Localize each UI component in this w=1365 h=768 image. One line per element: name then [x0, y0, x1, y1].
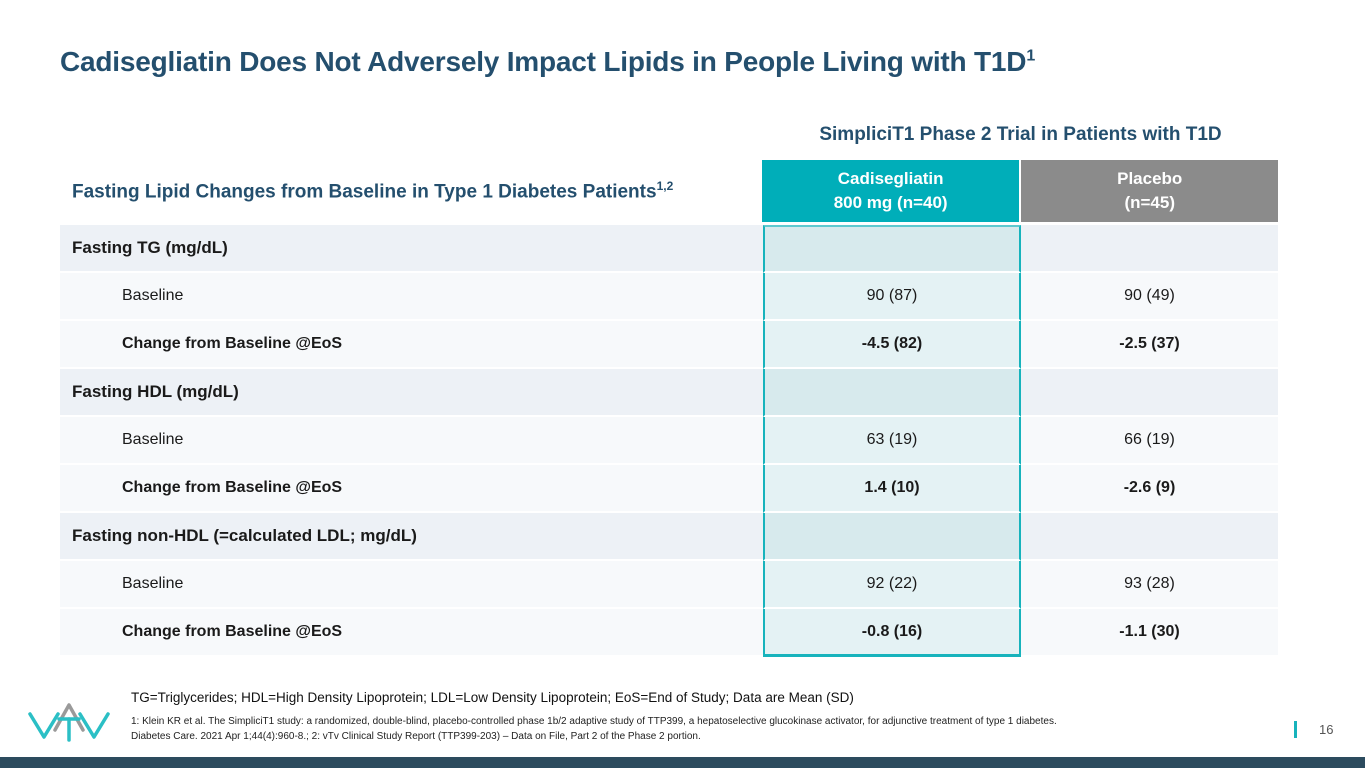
placebo-cell	[1021, 225, 1278, 273]
cadisegliatin-cell: 92 (22)	[763, 561, 1021, 609]
table-row-nonhdl-baseline: Baseline 92 (22) 93 (28)	[60, 561, 1278, 609]
row-label-cell: Change from Baseline @EoS	[60, 321, 763, 369]
cadisegliatin-cell	[763, 369, 1021, 417]
placebo-column-header: Placebo (n=45)	[1021, 160, 1279, 222]
table-row-nonhdl-change: Change from Baseline @EoS -0.8 (16) -1.1…	[60, 609, 1278, 657]
placebo-cell: -2.6 (9)	[1021, 465, 1278, 513]
cadisegliatin-cell: 63 (19)	[763, 417, 1021, 465]
cadisegliatin-cell: 90 (87)	[763, 273, 1021, 321]
table-header-label-superscript: 1,2	[656, 178, 674, 193]
table-row-fasting-nonhdl: Fasting non-HDL (=calculated LDL; mg/dL)	[60, 513, 1278, 561]
row-label-cell: Fasting non-HDL (=calculated LDL; mg/dL)	[60, 513, 763, 561]
placebo-cell: 93 (28)	[1021, 561, 1278, 609]
reference-line-2: Diabetes Care. 2021 Apr 1;44(4):960-8.; …	[131, 731, 701, 742]
table-row-fasting-hdl: Fasting HDL (mg/dL)	[60, 369, 1278, 417]
table-body: Fasting TG (mg/dL) Baseline 90 (87) 90 (…	[60, 225, 1278, 657]
table-row-tg-baseline: Baseline 90 (87) 90 (49)	[60, 273, 1278, 321]
table-header-label-text: Fasting Lipid Changes from Baseline in T…	[72, 181, 657, 203]
placebo-header-line1: Placebo	[1117, 169, 1183, 188]
placebo-cell	[1021, 369, 1278, 417]
cadisegliatin-header-line2: 800 mg (n=40)	[833, 193, 948, 212]
row-label-cell: Fasting TG (mg/dL)	[60, 225, 763, 273]
table-banner: SimpliciT1 Phase 2 Trial in Patients wit…	[819, 124, 1222, 145]
row-label-cell: Change from Baseline @EoS	[60, 465, 763, 513]
vtv-logo-icon	[24, 696, 114, 755]
placebo-cell: -1.1 (30)	[1021, 609, 1278, 657]
page-title-superscript: 1	[1026, 47, 1036, 65]
cadisegliatin-header-line1: Cadisegliatin	[837, 169, 944, 188]
cadisegliatin-cell: 1.4 (10)	[763, 465, 1021, 513]
references-footnote: 1: Klein KR et al. The SimpliciT1 study:…	[131, 714, 1191, 744]
page-marker: 16	[1294, 721, 1333, 738]
lipid-results-table: Fasting Lipid Changes from Baseline in T…	[60, 160, 1279, 657]
page-marker-tick	[1294, 721, 1297, 738]
placebo-cell: 66 (19)	[1021, 417, 1278, 465]
table-row-fasting-tg: Fasting TG (mg/dL)	[60, 225, 1278, 273]
table-row-tg-change: Change from Baseline @EoS -4.5 (82) -2.5…	[60, 321, 1278, 369]
page-title: Cadisegliatin Does Not Adversely Impact …	[60, 46, 1180, 78]
table-header-label-cell: Fasting Lipid Changes from Baseline in T…	[60, 160, 762, 222]
row-label-cell: Baseline	[60, 561, 763, 609]
footer-accent-bar	[0, 757, 1365, 768]
placebo-cell: 90 (49)	[1021, 273, 1278, 321]
placebo-cell	[1021, 513, 1278, 561]
row-label-cell: Baseline	[60, 273, 763, 321]
row-label-cell: Change from Baseline @EoS	[60, 609, 763, 657]
table-row-hdl-change: Change from Baseline @EoS 1.4 (10) -2.6 …	[60, 465, 1278, 513]
page-number: 16	[1319, 722, 1334, 737]
reference-line-1: 1: Klein KR et al. The SimpliciT1 study:…	[131, 716, 1057, 727]
placebo-header-line2: (n=45)	[1124, 193, 1175, 212]
abbreviations-footnote: TG=Triglycerides; HDL=High Density Lipop…	[131, 690, 854, 705]
table-header-row: Fasting Lipid Changes from Baseline in T…	[60, 160, 1279, 222]
cadisegliatin-cell	[763, 513, 1021, 561]
cadisegliatin-cell: -0.8 (16)	[763, 609, 1021, 657]
page-title-text: Cadisegliatin Does Not Adversely Impact …	[60, 46, 1027, 77]
table-row-hdl-baseline: Baseline 63 (19) 66 (19)	[60, 417, 1278, 465]
row-label-cell: Baseline	[60, 417, 763, 465]
row-label-cell: Fasting HDL (mg/dL)	[60, 369, 763, 417]
cadisegliatin-column-header: Cadisegliatin 800 mg (n=40)	[761, 160, 1020, 222]
placebo-cell: -2.5 (37)	[1021, 321, 1278, 369]
cadisegliatin-cell: -4.5 (82)	[763, 321, 1021, 369]
cadisegliatin-cell	[763, 225, 1021, 273]
